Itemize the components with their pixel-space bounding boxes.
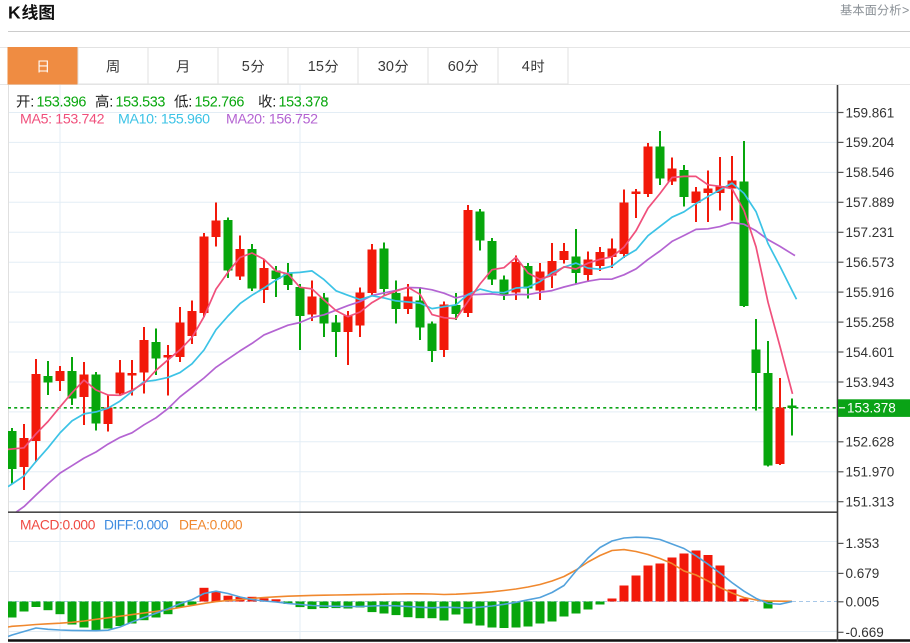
svg-text:152.628: 152.628 <box>846 435 895 450</box>
svg-text:159.861: 159.861 <box>846 105 895 120</box>
svg-text:MA5: 153.742: MA5: 153.742 <box>20 112 105 128</box>
svg-text:30: 30 <box>378 59 394 75</box>
svg-text:154.601: 154.601 <box>846 345 895 360</box>
svg-text:60: 60 <box>448 59 464 75</box>
svg-text:DIFF:0.000: DIFF:0.000 <box>104 518 169 533</box>
svg-text:-0.669: -0.669 <box>846 625 884 640</box>
svg-text::: : <box>109 95 113 111</box>
svg-text:MACD:0.000: MACD:0.000 <box>20 518 96 533</box>
svg-text:153.396: 153.396 <box>37 95 87 111</box>
svg-text:157.231: 157.231 <box>846 225 895 240</box>
svg-text:>: > <box>902 4 909 18</box>
svg-text::: : <box>272 95 276 111</box>
svg-text:15: 15 <box>308 59 324 75</box>
svg-text:1.353: 1.353 <box>846 536 880 551</box>
svg-text:155.258: 155.258 <box>846 315 895 330</box>
svg-text:4: 4 <box>522 59 530 75</box>
svg-text::: : <box>188 95 192 111</box>
svg-text:153.378: 153.378 <box>847 401 896 416</box>
svg-text:DEA:0.000: DEA:0.000 <box>179 518 243 533</box>
svg-text:5: 5 <box>242 59 250 75</box>
svg-text:153.943: 153.943 <box>846 375 895 390</box>
svg-text:159.204: 159.204 <box>846 135 895 150</box>
svg-text:151.970: 151.970 <box>846 465 895 480</box>
svg-text:MA20: 156.752: MA20: 156.752 <box>226 112 318 128</box>
svg-text:0.005: 0.005 <box>846 595 880 610</box>
svg-text:155.916: 155.916 <box>846 285 895 300</box>
svg-text:MA10: 155.960: MA10: 155.960 <box>118 112 210 128</box>
svg-text:156.573: 156.573 <box>846 255 895 270</box>
svg-text:158.546: 158.546 <box>846 165 895 180</box>
svg-text:0.679: 0.679 <box>846 566 880 581</box>
svg-text:K: K <box>8 3 21 23</box>
svg-text:153.533: 153.533 <box>116 95 166 111</box>
svg-text::: : <box>30 95 34 111</box>
svg-text:152.766: 152.766 <box>195 95 245 111</box>
svg-text:157.889: 157.889 <box>846 195 895 210</box>
svg-text:151.313: 151.313 <box>846 495 895 510</box>
svg-text:153.378: 153.378 <box>279 95 329 111</box>
